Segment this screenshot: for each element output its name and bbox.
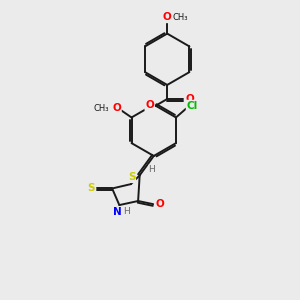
Text: N: N: [113, 207, 122, 217]
Text: O: O: [163, 12, 172, 22]
Text: O: O: [112, 103, 121, 113]
Text: H: H: [148, 165, 155, 174]
Text: O: O: [145, 100, 154, 110]
Text: CH₃: CH₃: [94, 103, 109, 112]
Text: S: S: [128, 172, 135, 182]
Text: CH₃: CH₃: [173, 13, 188, 22]
Text: O: O: [186, 94, 195, 104]
Text: O: O: [155, 199, 164, 209]
Text: S: S: [87, 184, 94, 194]
Text: H: H: [123, 207, 130, 216]
Text: Cl: Cl: [187, 100, 198, 111]
